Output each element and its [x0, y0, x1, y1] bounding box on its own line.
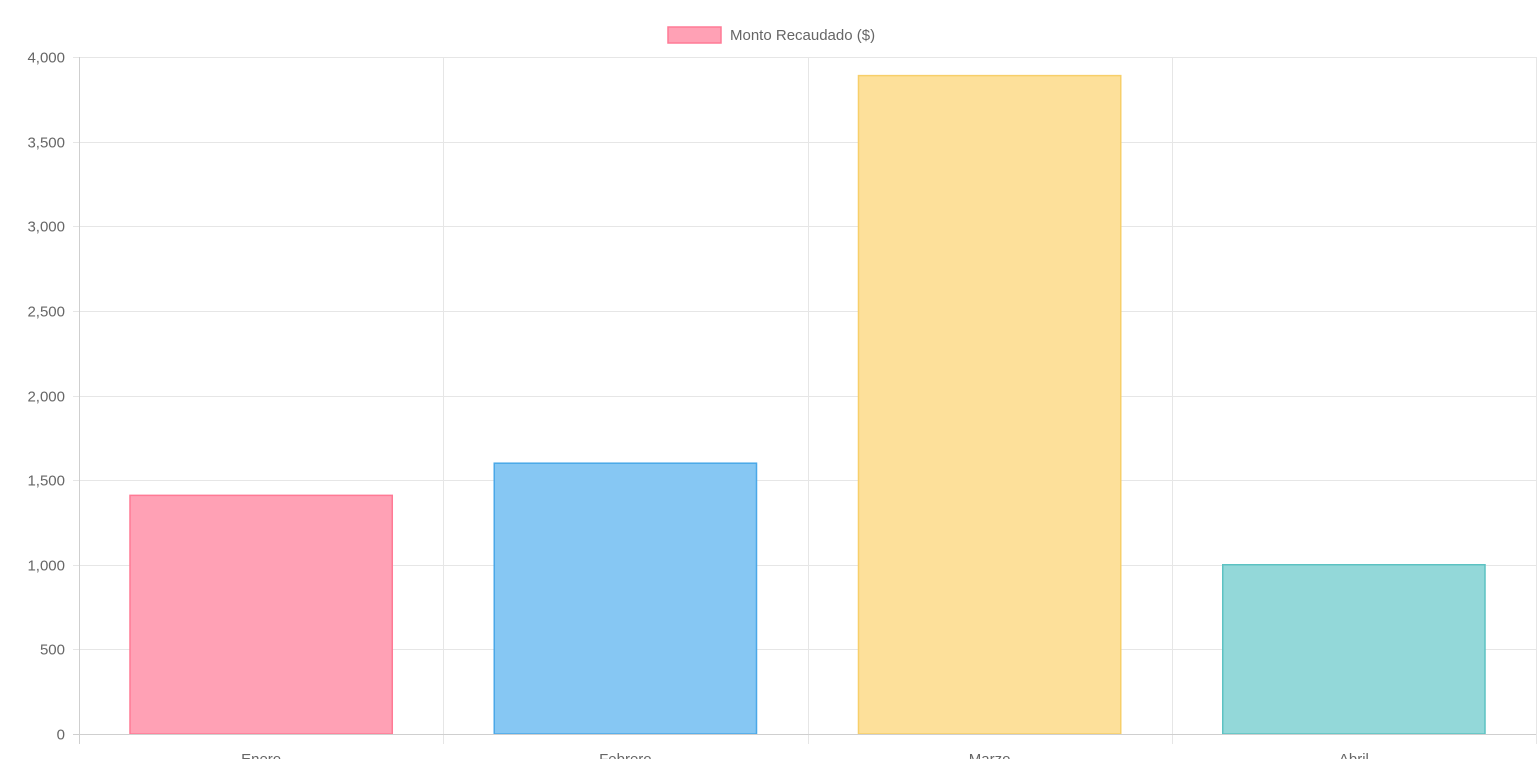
bar-marzo[interactable] [857, 74, 1122, 735]
y-tick-label: 0 [57, 727, 65, 744]
x-tick-label: Marzo [969, 751, 1011, 759]
bar-abril[interactable] [1221, 564, 1486, 735]
y-tick-label: 2,000 [27, 389, 65, 406]
y-tick-label: 3,000 [27, 219, 65, 236]
y-tick-label: 2,500 [27, 304, 65, 321]
legend[interactable]: Monto Recaudado ($) [667, 26, 875, 44]
x-tick-label: Febrero [599, 751, 652, 759]
x-tick-label: Enero [241, 751, 281, 759]
y-tick-labels: 0 500 1,000 1,500 2,000 2,500 3,000 3,500 4,000 [27, 50, 65, 744]
y-tick-label: 1,500 [27, 473, 65, 490]
legend-label[interactable]: Monto Recaudado ($) [730, 27, 875, 44]
legend-swatch[interactable] [667, 26, 722, 44]
y-tick-label: 3,500 [27, 135, 65, 152]
bar-febrero[interactable] [493, 462, 758, 735]
y-tick-label: 1,000 [27, 558, 65, 575]
bar-enero[interactable] [129, 494, 394, 735]
bars-layer [129, 74, 1486, 735]
x-tick-label: Abril [1339, 751, 1369, 759]
y-tick-label: 500 [40, 642, 65, 659]
y-tick-label: 4,000 [27, 50, 65, 67]
x-tick-labels: Enero Febrero Marzo Abril [241, 751, 1369, 764]
